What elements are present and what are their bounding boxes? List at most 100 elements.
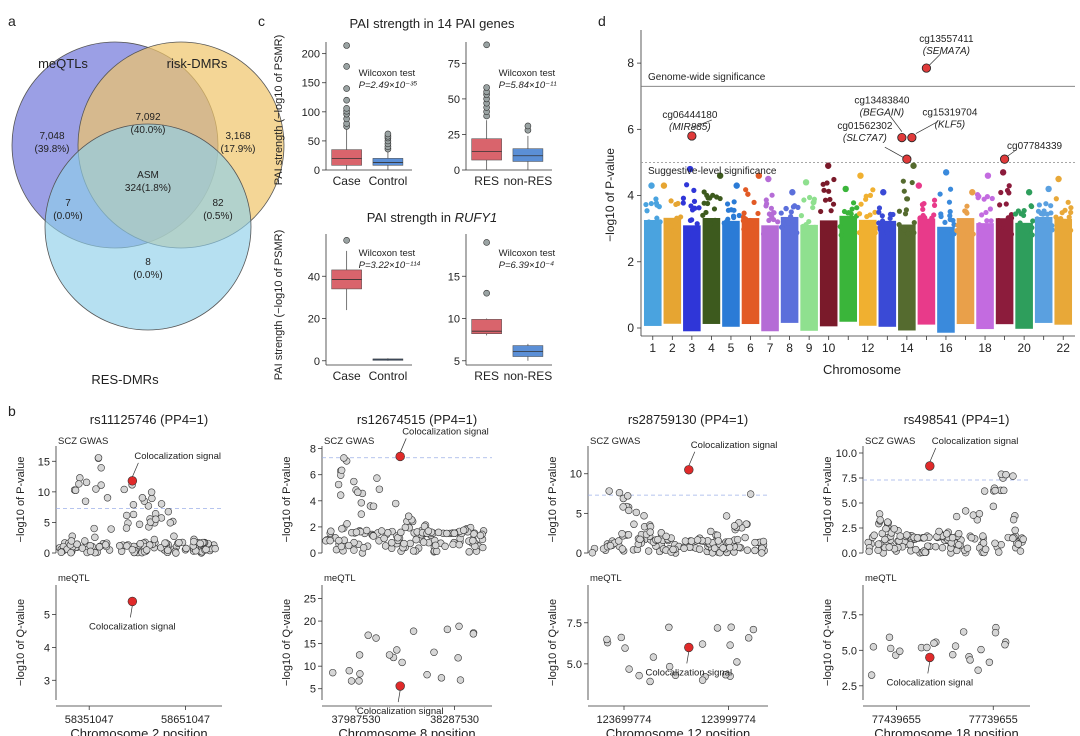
gwas-point [450, 529, 459, 537]
gwas-point [404, 512, 413, 520]
meqtl-point [437, 674, 446, 682]
cpg-point [751, 199, 757, 205]
coloc-leader-bottom [927, 661, 931, 674]
top-y-tick-label: 0 [44, 548, 50, 560]
gwas-point [943, 530, 951, 538]
cpg-point [921, 214, 928, 221]
cpg-point [901, 227, 907, 233]
cpg-point [657, 219, 663, 225]
top-y-tick-label: 0 [310, 548, 316, 560]
cpg-point [863, 193, 869, 199]
cpg-point [983, 209, 989, 216]
cpg-point [987, 206, 993, 212]
gwas-point [654, 535, 662, 544]
gwas-point [618, 545, 627, 553]
outlier-point [524, 122, 532, 130]
cpg-point [741, 210, 747, 216]
cpg-point [947, 213, 953, 219]
meqtl-point [469, 630, 478, 638]
boxplot-case-control-14-genes: 0 50 100 150 200 Case Control Wilcoxon testP=2.… [302, 42, 417, 188]
cpg-point [867, 192, 874, 198]
gwas-point [989, 502, 998, 511]
gwas-point [335, 536, 343, 545]
coloc-label-top: Colocalization signal [932, 436, 1019, 447]
cpg-point [766, 217, 772, 224]
chromosome-band-14 [898, 224, 916, 331]
cpg-point [911, 230, 917, 236]
x-tick-label: 37987530 [332, 714, 381, 726]
gwas-point [921, 548, 929, 556]
box-body [372, 158, 404, 166]
meqtl-point [385, 651, 394, 659]
cpg-point [713, 194, 720, 200]
gwas-point [1011, 526, 1019, 534]
meqtl-point [977, 645, 985, 654]
gwas-point [148, 494, 156, 503]
gwas-point [381, 542, 390, 550]
bottom-y-tick-label: 5.0 [567, 659, 582, 671]
coloc-title: rs11125746 (PP4=1) [90, 412, 208, 427]
venn-pct-risk-only: (17.9%) [220, 144, 255, 155]
cpg-point [989, 195, 995, 202]
gwas-point [147, 488, 156, 496]
gwas-point [920, 534, 928, 542]
gwas-point [107, 525, 115, 533]
chromosome-band-20 [1015, 222, 1033, 329]
cpg-point [688, 203, 694, 209]
meqtl-point [885, 633, 894, 642]
cpg-point [827, 226, 833, 232]
coloc-point-meqtl [127, 596, 138, 607]
chromosome-band-19 [995, 218, 1014, 325]
cpg-point [1006, 183, 1012, 189]
x-axis-label: Chromosome 2 position [70, 726, 207, 736]
meqtl-point [364, 631, 372, 639]
bottom-y-tick-label: 7.5 [567, 618, 582, 630]
gwas-point [352, 528, 361, 536]
chromosome-band-13 [878, 220, 897, 327]
gwas-point [380, 534, 388, 543]
gwas-point [434, 528, 443, 537]
cpg-point [911, 219, 917, 226]
gwas-point [129, 501, 138, 509]
cpg-point [925, 228, 931, 234]
bottom-y-label: −log10 of Q-value [547, 599, 559, 686]
gwas-point [1016, 547, 1025, 555]
coloc-point-meqtl [395, 681, 405, 691]
bottom-y-tick-label: 15 [304, 639, 316, 651]
p-value-label: P=6.39×10⁻⁴ [499, 260, 555, 271]
gwas-point [67, 537, 76, 545]
meqtl-point [456, 676, 465, 684]
cpg-point [1020, 212, 1027, 218]
cpg-point [848, 211, 854, 217]
gwas-point [354, 488, 362, 496]
gwas-point [350, 546, 358, 554]
cpg-point [1056, 229, 1062, 236]
chromosome-band-12 [858, 219, 877, 326]
top-y-label: −log10 of P-value [547, 457, 559, 543]
y-tick-label: 6 [627, 122, 634, 136]
gwas-point [357, 499, 366, 507]
gwas-point [619, 503, 627, 511]
chromosome-band-18 [976, 223, 994, 330]
meqtl-point [698, 676, 707, 684]
cpg-point [842, 185, 849, 193]
chromosome-tick-label: 5 [728, 341, 735, 355]
x-category-label: Case [333, 174, 361, 188]
y-tick-label: 5 [454, 356, 460, 368]
cpg-point [733, 182, 740, 189]
cpg-point [740, 218, 746, 224]
cpg-point [984, 224, 990, 230]
gwas-point [890, 525, 898, 533]
cpg-point [984, 172, 992, 179]
gwas-point [1002, 471, 1010, 479]
cpg-point [903, 207, 909, 213]
cpg-point [654, 215, 660, 221]
gwas-point [995, 548, 1003, 556]
cpg-point [1043, 201, 1049, 207]
gwas-point [391, 499, 400, 508]
panel-label-c: c [258, 13, 265, 29]
cpg-point [879, 218, 886, 224]
coloc-point-gwas [925, 461, 935, 471]
cpg-point [915, 182, 923, 189]
box-body [331, 149, 362, 166]
